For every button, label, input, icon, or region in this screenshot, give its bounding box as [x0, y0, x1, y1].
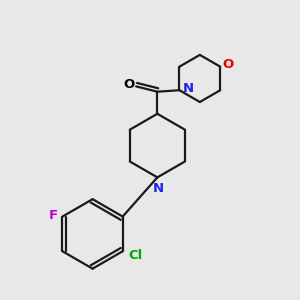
Text: O: O	[123, 77, 134, 91]
Text: N: N	[152, 182, 164, 195]
Text: O: O	[223, 58, 234, 71]
Text: Cl: Cl	[128, 249, 142, 262]
Text: N: N	[183, 82, 194, 95]
Text: F: F	[49, 208, 58, 222]
